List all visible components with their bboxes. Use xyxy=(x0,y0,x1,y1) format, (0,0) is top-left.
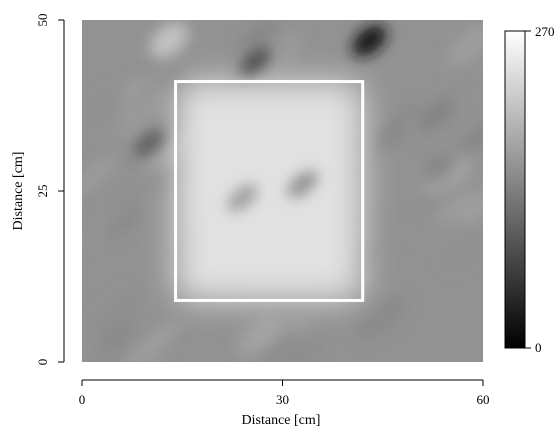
texture-blob xyxy=(111,184,140,213)
texture-blob xyxy=(377,101,420,139)
texture-blob xyxy=(82,222,104,256)
heatmap-bright-patch xyxy=(149,22,188,59)
heatmap-dark-streak xyxy=(133,129,164,157)
texture-blob xyxy=(444,232,483,269)
texture-blob xyxy=(134,348,162,362)
texture-blob xyxy=(445,23,483,67)
heatmap-features xyxy=(133,22,387,212)
heatmap-dark-streak xyxy=(227,184,258,212)
texture-blob xyxy=(94,324,142,362)
texture-blob xyxy=(98,324,132,353)
texture-blob xyxy=(106,208,142,239)
x-tick-label: 60 xyxy=(477,392,490,407)
texture-blob xyxy=(147,166,178,197)
heatmap-dark-streak xyxy=(287,170,318,198)
colorbar-max-label: 270 xyxy=(535,24,555,39)
highlight-box xyxy=(174,80,365,302)
texture-blob xyxy=(448,75,475,100)
y-tick-label: 0 xyxy=(35,359,50,366)
texture-blob xyxy=(161,67,187,89)
y-axis-ticks: 0 25 50 xyxy=(35,14,64,366)
texture-blob xyxy=(425,154,473,197)
texture-blob xyxy=(286,338,322,362)
texture-blob xyxy=(89,289,145,338)
heatmap-dark-spot xyxy=(352,24,387,57)
texture-blob xyxy=(402,193,435,223)
texture-blob xyxy=(261,32,304,72)
texture-blob xyxy=(120,98,168,142)
x-tick-label: 0 xyxy=(79,392,86,407)
texture-blob xyxy=(456,117,483,157)
x-axis-title: Distance [cm] xyxy=(242,413,321,428)
texture-blob xyxy=(108,90,164,139)
colorbar xyxy=(504,30,526,349)
x-axis-ticks: 0 30 60 xyxy=(79,380,490,407)
texture-blob xyxy=(236,316,281,356)
texture-blob xyxy=(457,186,483,226)
texture-blob xyxy=(434,192,472,225)
texture-blob xyxy=(354,294,406,340)
texture-blob xyxy=(358,162,402,201)
y-axis-title: Distance [cm] xyxy=(11,152,26,231)
heatmap-area xyxy=(82,20,483,362)
y-tick-label: 25 xyxy=(35,185,50,198)
colorbar-min-label: 0 xyxy=(535,340,542,355)
y-tick-label: 50 xyxy=(35,14,50,27)
bright-region xyxy=(175,81,363,301)
texture-blob xyxy=(82,156,116,200)
texture-blob xyxy=(425,153,456,182)
heatmap-dark-streak xyxy=(240,47,271,75)
texture-blob xyxy=(272,334,305,362)
x-tick-label: 30 xyxy=(276,392,289,407)
texture-blob xyxy=(240,20,280,53)
texture-blob xyxy=(417,98,455,132)
texture-blob xyxy=(84,88,129,129)
